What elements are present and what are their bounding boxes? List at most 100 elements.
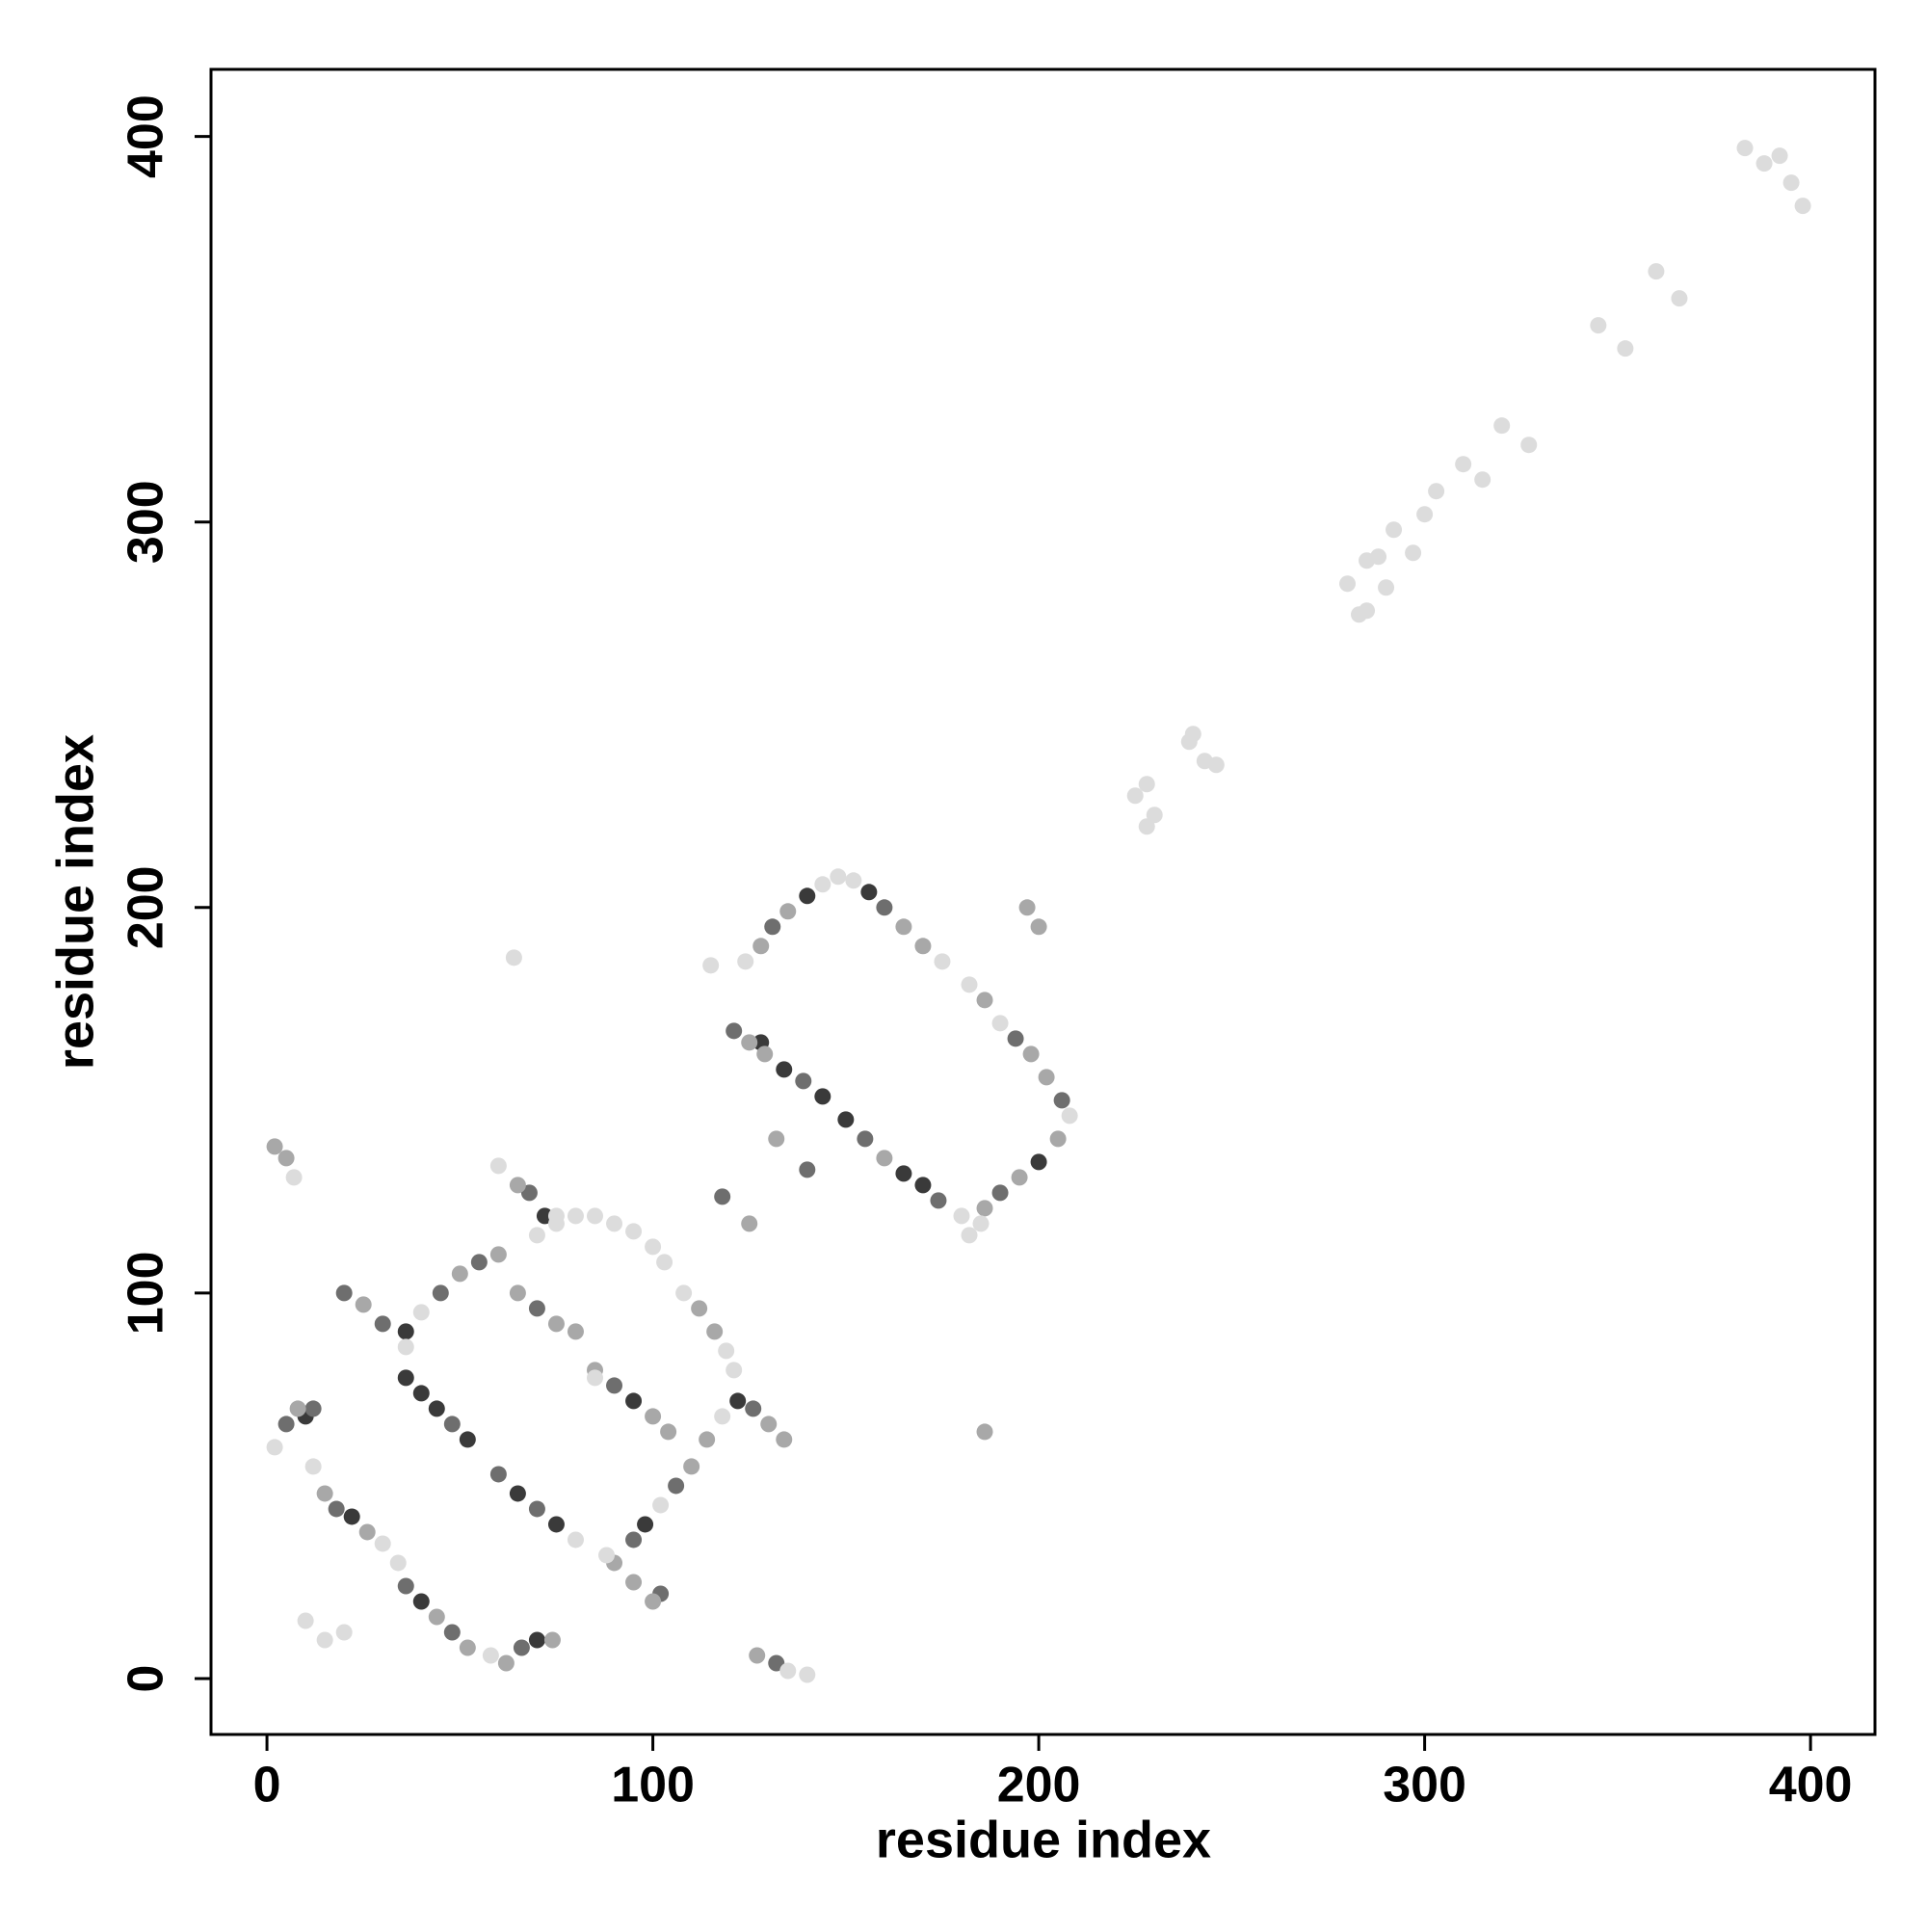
data-point (961, 976, 978, 993)
data-point (587, 1369, 604, 1387)
data-point (914, 938, 932, 955)
data-point (285, 1169, 303, 1186)
data-point (768, 1654, 785, 1672)
data-point (779, 1662, 797, 1680)
data-point (412, 1385, 430, 1402)
x-tick-label: 400 (1769, 1758, 1853, 1813)
data-point (752, 938, 770, 955)
data-point (598, 1547, 616, 1564)
data-point (1030, 1153, 1047, 1171)
data-point (1755, 155, 1773, 172)
data-point (482, 1647, 499, 1664)
data-point (1455, 456, 1472, 473)
data-point (699, 1431, 716, 1448)
data-point (799, 887, 816, 905)
data-point (1138, 776, 1155, 793)
data-point (1126, 787, 1144, 805)
data-point (316, 1485, 333, 1502)
data-point (976, 992, 993, 1009)
data-point (397, 1323, 414, 1340)
data-point (1405, 544, 1422, 562)
data-point (1049, 1130, 1067, 1148)
data-point (304, 1400, 322, 1417)
data-point (547, 1207, 565, 1225)
data-point (1061, 1107, 1078, 1125)
data-point (587, 1207, 604, 1225)
data-point (328, 1500, 345, 1518)
data-point (645, 1238, 662, 1256)
data-point (547, 1315, 565, 1333)
data-point (714, 1188, 731, 1205)
data-point (749, 1647, 766, 1664)
data-point (1617, 340, 1634, 357)
data-point (343, 1508, 360, 1525)
data-point (1771, 147, 1788, 165)
data-point (645, 1408, 662, 1425)
data-point (528, 1500, 545, 1518)
data-point (1339, 575, 1357, 593)
data-point (289, 1400, 306, 1417)
data-point (304, 1458, 322, 1475)
data-point (726, 1022, 743, 1040)
data-point (1736, 140, 1754, 157)
data-point (567, 1207, 584, 1225)
data-point (976, 1200, 993, 1217)
data-point (606, 1215, 623, 1232)
data-point (397, 1369, 414, 1387)
y-tick-label: 300 (119, 480, 174, 564)
data-point (675, 1284, 693, 1302)
data-point (930, 1192, 947, 1209)
data-point (606, 1377, 623, 1394)
data-point (625, 1223, 643, 1240)
data-point (625, 1574, 643, 1591)
data-point (857, 1130, 874, 1148)
data-point (1428, 483, 1445, 500)
data-point (528, 1227, 545, 1244)
data-point (814, 876, 832, 893)
data-point (895, 1165, 912, 1182)
data-point (876, 1150, 893, 1167)
data-point (1007, 1030, 1024, 1047)
data-point (1590, 317, 1607, 334)
data-point (397, 1577, 414, 1595)
data-point (277, 1150, 295, 1167)
data-point (277, 1416, 295, 1433)
data-point (741, 1215, 758, 1232)
data-point (795, 1072, 812, 1090)
data-point (668, 1477, 685, 1495)
data-point (625, 1531, 643, 1548)
data-point (1038, 1069, 1055, 1086)
data-point (432, 1284, 449, 1302)
data-point (768, 1130, 785, 1148)
data-point (1386, 521, 1403, 539)
data-point (1351, 606, 1368, 623)
data-point (837, 1111, 855, 1128)
data-point (760, 1416, 778, 1433)
data-point (1416, 506, 1434, 523)
data-point (645, 1593, 662, 1610)
data-point (830, 868, 847, 886)
data-point (1520, 437, 1538, 454)
data-point (764, 918, 781, 936)
data-point (741, 1034, 758, 1051)
data-point (1794, 198, 1811, 215)
data-point (1030, 918, 1047, 936)
data-point (374, 1535, 391, 1552)
data-point (459, 1639, 476, 1656)
y-tick-label: 400 (119, 94, 174, 178)
y-axis-title: residue index (46, 734, 104, 1070)
data-point (934, 953, 951, 970)
y-tick-label: 200 (119, 865, 174, 949)
data-point (895, 918, 912, 936)
data-point (876, 899, 893, 916)
data-point (1474, 471, 1491, 489)
data-point (1671, 290, 1688, 307)
data-point (961, 1227, 978, 1244)
data-point (660, 1423, 677, 1441)
data-point (776, 1061, 793, 1078)
data-point (335, 1624, 353, 1641)
data-point (509, 1284, 526, 1302)
data-point (443, 1624, 461, 1641)
x-tick-label: 200 (997, 1758, 1081, 1813)
